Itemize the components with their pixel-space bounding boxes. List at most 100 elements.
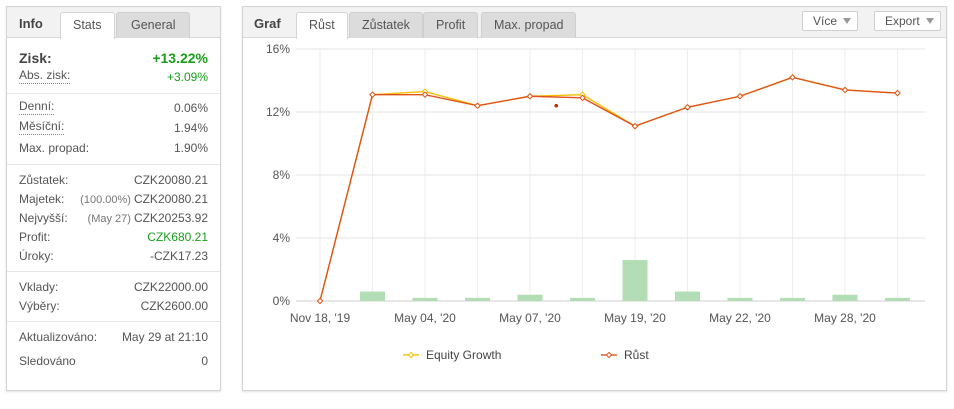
x-tick-label: May 19, '20 xyxy=(604,311,666,325)
y-tick-label: 12% xyxy=(266,105,290,119)
volume-bar xyxy=(622,260,648,301)
gain-value: +13.22% xyxy=(152,50,208,66)
export-dropdown[interactable]: Export xyxy=(874,11,941,31)
gain-label: Zisk: xyxy=(19,50,52,66)
more-dropdown[interactable]: Více xyxy=(802,11,859,31)
updated-value: May 29 at 21:10 xyxy=(121,330,208,344)
more-label: Více xyxy=(813,14,838,28)
highest-value: CZK20253.92 xyxy=(133,211,208,225)
volume-bar xyxy=(727,297,753,301)
highest-row: Nejvyšší: (May 27) CZK20253.92 xyxy=(19,209,208,227)
tab-profit[interactable]: Profit xyxy=(423,12,479,38)
highest-value-wrap: (May 27) CZK20253.92 xyxy=(88,209,208,228)
withdrawals-value: CZK2600.00 xyxy=(140,299,208,313)
tracking-value: 0 xyxy=(201,354,208,368)
chevron-down-icon xyxy=(843,18,852,24)
balance-label: Zůstatek: xyxy=(19,173,69,187)
info-panel: Info Stats General Zisk: +13.22% Abs. zi… xyxy=(6,6,221,391)
abs-gain-value: +3.09% xyxy=(166,70,208,84)
growth-point xyxy=(684,103,691,111)
profit-row: Profit: CZK680.21 xyxy=(19,228,208,246)
y-tick-label: 8% xyxy=(273,168,291,182)
tab-balance[interactable]: Zůstatek xyxy=(349,12,423,38)
monthly-value: 1.94% xyxy=(173,121,208,135)
data-point xyxy=(554,103,559,108)
info-title: Info xyxy=(19,16,43,31)
profit-value: CZK680.21 xyxy=(147,230,208,244)
daily-value: 0.06% xyxy=(173,101,208,115)
growth-point xyxy=(841,86,849,94)
monthly-row: Měsíční: 1.94% xyxy=(19,119,208,137)
growth-point xyxy=(526,92,534,100)
divider xyxy=(7,93,220,94)
growth-chart: 0% 4% 8% 12% 16% Nov 18, '19 May 04, '20 May 07… xyxy=(266,42,925,362)
volume-bar xyxy=(570,297,595,301)
deposits-label: Vklady: xyxy=(19,280,59,294)
tab-stats[interactable]: Stats xyxy=(60,12,115,39)
growth-point xyxy=(631,122,639,130)
withdrawals-row: Výběry: CZK2600.00 xyxy=(19,297,208,315)
export-label: Export xyxy=(885,14,920,28)
volume-bar xyxy=(885,297,910,301)
volume-bar xyxy=(780,297,805,301)
monthly-label[interactable]: Měsíční: xyxy=(19,119,65,135)
drawdown-label: Max. propad: xyxy=(19,141,90,155)
x-tick-label: May 07, '20 xyxy=(499,311,561,325)
growth-point xyxy=(369,91,376,98)
growth-line xyxy=(319,76,898,302)
growth-point xyxy=(894,89,901,97)
legend-label: Růst xyxy=(624,348,649,362)
highest-label: Nejvyšší: xyxy=(19,211,68,225)
y-tick-label: 16% xyxy=(266,42,290,56)
chevron-down-icon xyxy=(925,18,934,24)
daily-label[interactable]: Denní: xyxy=(19,99,55,115)
updated-row: Aktualizováno: May 29 at 21:10 xyxy=(19,328,208,346)
chart-panel: Graf Růst Zůstatek Profit Max. propad Ví… xyxy=(242,6,947,391)
tracking-row: Sledováno 0 xyxy=(19,352,208,370)
equity-label: Majetek: xyxy=(19,192,65,206)
legend-marker xyxy=(407,351,415,359)
growth-point xyxy=(789,74,796,81)
y-tick-label: 4% xyxy=(273,231,291,245)
x-tick-label: May 04, '20 xyxy=(394,311,456,325)
volume-bar xyxy=(412,297,438,301)
volume-bar xyxy=(675,291,700,301)
abs-gain-row: Abs. zisk: +3.09% xyxy=(19,68,208,86)
y-tick-label: 0% xyxy=(273,294,291,308)
x-tick-label: Nov 18, '19 xyxy=(290,311,351,325)
drawdown-row: Max. propad: 1.90% xyxy=(19,139,208,157)
growth-point xyxy=(421,91,429,98)
growth-point xyxy=(579,94,586,102)
volume-bar xyxy=(465,297,490,301)
legend-marker xyxy=(605,351,613,359)
x-tick-label: May 28, '20 xyxy=(814,311,876,325)
equity-value-wrap: (100.00%) CZK20080.21 xyxy=(80,190,208,209)
equity-percent: (100.00%) xyxy=(80,194,131,206)
divider xyxy=(7,271,220,272)
divider xyxy=(7,321,220,322)
drawdown-value: 1.90% xyxy=(173,141,208,155)
legend-label: Equity Growth xyxy=(426,348,501,362)
interest-row: Úroky: -CZK17.23 xyxy=(19,247,208,265)
chart-tabbar: Graf Růst Zůstatek Profit Max. propad Ví… xyxy=(243,7,946,39)
daily-row: Denní: 0.06% xyxy=(19,99,208,117)
balance-value: CZK20080.21 xyxy=(133,173,208,187)
highest-date: (May 27) xyxy=(87,213,131,225)
equity-value: CZK20080.21 xyxy=(133,192,208,206)
growth-point xyxy=(736,92,744,100)
abs-gain-label[interactable]: Abs. zisk: xyxy=(19,68,71,84)
equity-growth-line xyxy=(319,76,898,302)
equity-row: Majetek: (100.00%) CZK20080.21 xyxy=(19,190,208,208)
interest-label: Úroky: xyxy=(19,249,54,263)
volume-bar xyxy=(517,294,543,301)
tab-growth[interactable]: Růst xyxy=(296,12,348,39)
deposits-row: Vklady: CZK22000.00 xyxy=(19,278,208,296)
chart-panel-title: Graf xyxy=(254,16,281,31)
x-tick-label: May 22, '20 xyxy=(709,311,771,325)
tab-general[interactable]: General xyxy=(116,12,191,38)
profit-label: Profit: xyxy=(19,230,51,244)
volume-bar xyxy=(360,291,385,301)
withdrawals-label: Výběry: xyxy=(19,299,60,313)
divider xyxy=(7,164,220,165)
tab-drawdown[interactable]: Max. propad xyxy=(481,12,577,38)
